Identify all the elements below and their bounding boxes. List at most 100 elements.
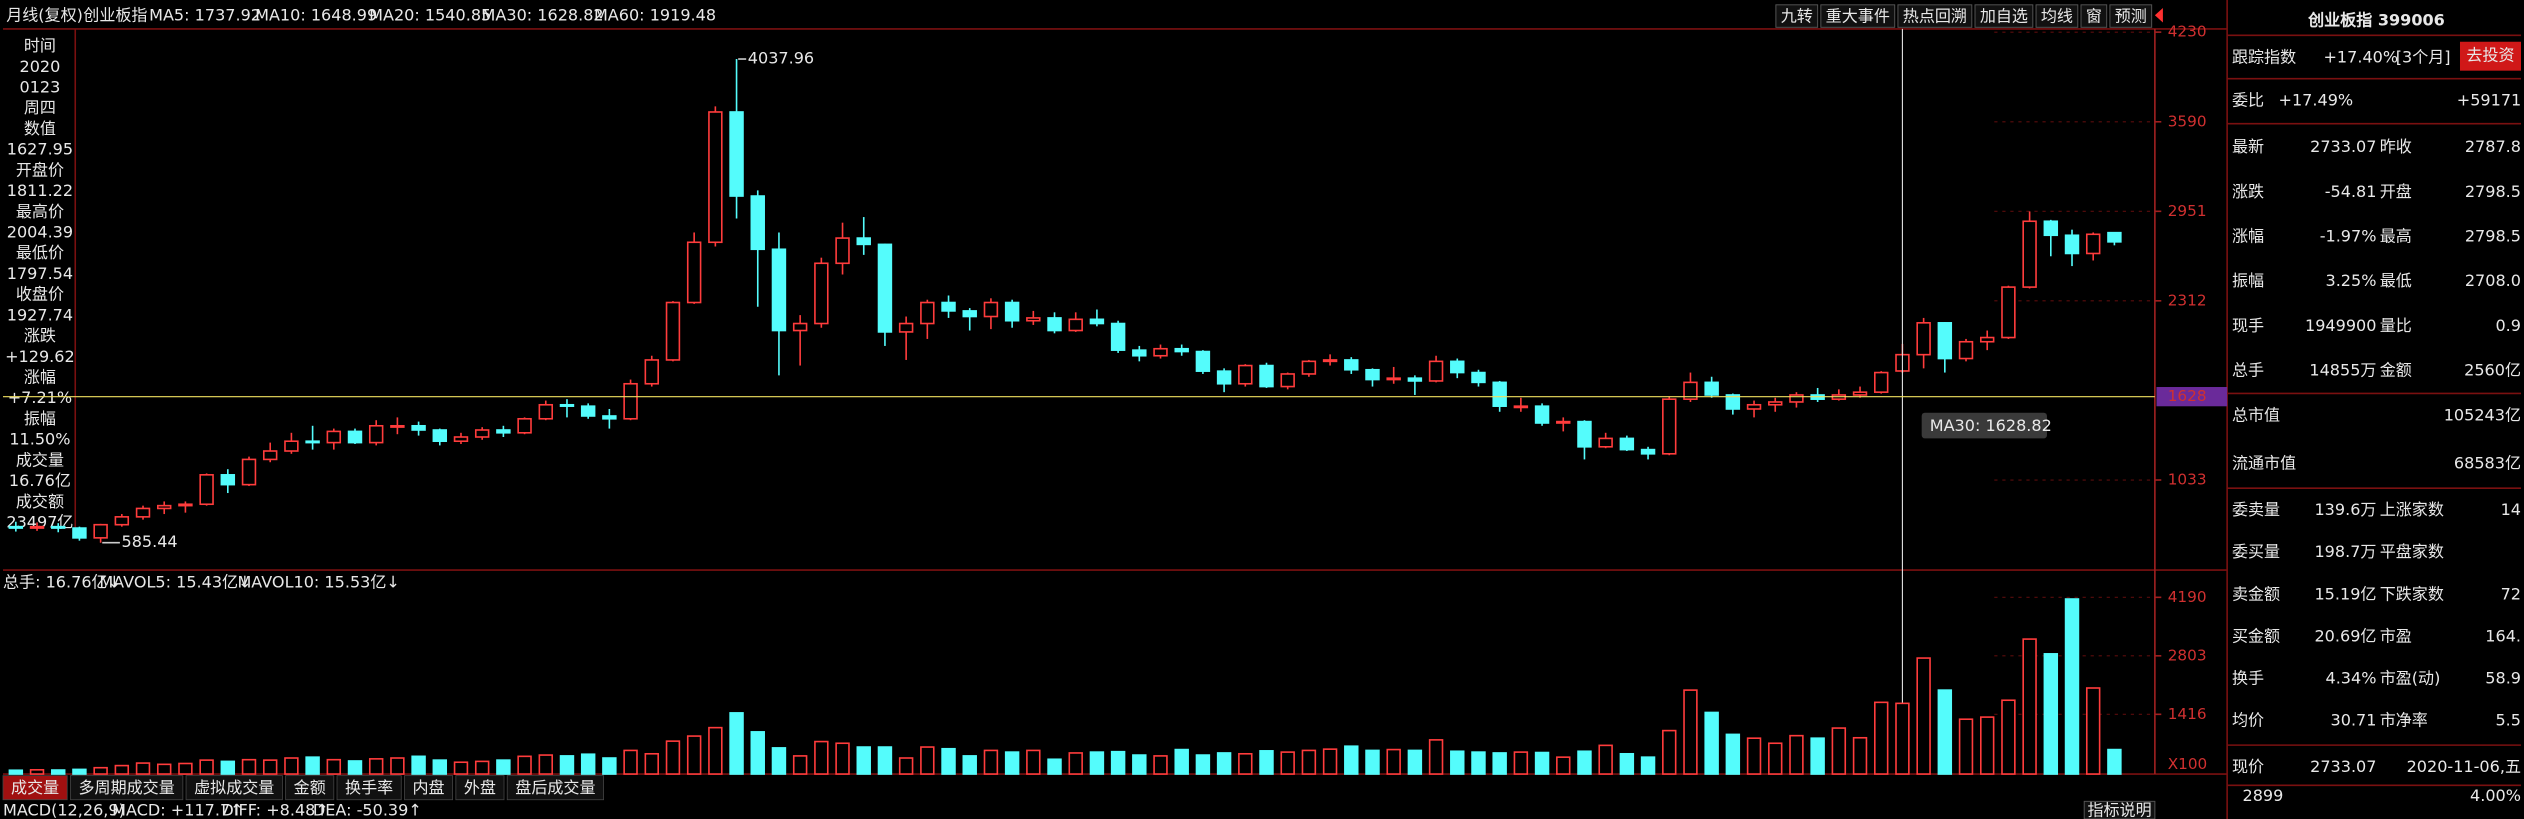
candle-body [856, 237, 871, 246]
quote-label: 均价 [2232, 711, 2264, 730]
invest-button-label[interactable]: 去投资 [2466, 46, 2514, 65]
volume-bar [1132, 754, 1147, 775]
quote-label: 涨跌 [2232, 182, 2264, 201]
volume-bar [898, 757, 914, 775]
candle-body [559, 403, 575, 407]
candle-body [1259, 364, 1274, 388]
quote-value: 164. [2485, 626, 2521, 645]
tab-label[interactable]: 虚拟成交量 [194, 778, 274, 797]
volume-bar [835, 742, 850, 775]
candle-body [2001, 286, 2016, 339]
candle-body [1704, 381, 1719, 396]
header-button-label[interactable]: 加自选 [1980, 6, 2028, 25]
quote-value: 198.7万 [2314, 542, 2376, 561]
quote-value: +17.40% [2323, 47, 2398, 66]
candle-body [2107, 231, 2122, 243]
y-tick-label: 2312 [2168, 291, 2207, 309]
volume-bar [1026, 749, 1041, 775]
volume-bar [474, 760, 490, 775]
macd-button[interactable] [2083, 800, 2156, 819]
volume-bar [1725, 733, 1741, 775]
tab[interactable] [70, 775, 184, 801]
volume-bar [1407, 749, 1423, 775]
candle-body [1386, 377, 1401, 381]
tab-label[interactable]: 成交量 [11, 778, 59, 797]
macd-button-label[interactable]: 指标说明 [2087, 800, 2151, 819]
header-button-label[interactable]: 热点回溯 [1903, 6, 1967, 25]
candle-body [1153, 347, 1168, 357]
quote-value: 0.9 [2495, 316, 2521, 335]
quote-footer: 4.00% [2470, 786, 2521, 805]
tab[interactable] [455, 775, 505, 801]
quote-label: 市净率 [2380, 711, 2428, 730]
header-item: 创业板指 [83, 6, 147, 25]
tab[interactable] [336, 775, 402, 801]
info-item: 收盘价 [16, 285, 64, 304]
volume-bar [559, 755, 575, 775]
volume-bar [1768, 742, 1783, 775]
volume-bar [93, 766, 108, 775]
volume-bar [1089, 751, 1105, 775]
tab-label[interactable]: 外盘 [464, 778, 496, 797]
tab[interactable] [285, 775, 335, 801]
quote-value: 58.9 [2485, 668, 2521, 687]
info-item: 11.50% [9, 430, 70, 449]
quote-label: 委比 [2232, 91, 2264, 110]
volume-bar [814, 740, 829, 775]
header-button[interactable] [1775, 4, 1819, 28]
header-button[interactable] [1820, 4, 1896, 28]
header-button-label[interactable]: 窗 [2086, 6, 2102, 25]
header-button-label[interactable]: 重大事件 [1826, 6, 1890, 25]
volume-bar [1174, 748, 1189, 775]
tab-label[interactable]: 金额 [294, 778, 326, 797]
header-button[interactable] [2035, 4, 2079, 28]
tab-label[interactable]: 盘后成交量 [515, 778, 595, 797]
volume-bar [1386, 748, 1401, 775]
tab-label[interactable]: 内盘 [413, 778, 445, 797]
candle-body [941, 301, 956, 312]
quote-value: [3个月] [2396, 47, 2451, 66]
axis-unit: X100 [2168, 755, 2208, 773]
candle-body [2085, 233, 2101, 255]
volume-bar [1810, 737, 1825, 775]
volume-bar [1683, 689, 1698, 775]
candle-body [644, 359, 659, 385]
invest-button[interactable] [2459, 41, 2522, 71]
volume-bar [178, 762, 193, 775]
volume-bar [1344, 745, 1359, 775]
volume-bar [750, 731, 765, 775]
tab-label[interactable]: 换手率 [345, 778, 393, 797]
volume-bar [1704, 711, 1719, 775]
volume-bar [538, 754, 554, 775]
header-button[interactable] [2109, 4, 2153, 28]
quote-label: 流通市值 [2232, 454, 2296, 473]
tab[interactable] [506, 775, 604, 801]
macd-item: DEA: -50.39↑ [313, 800, 422, 819]
volume-bar [1534, 751, 1550, 775]
candle-body [1428, 360, 1444, 382]
quote-value: 139.6万 [2314, 500, 2376, 519]
volume-bar [347, 760, 363, 775]
header-button[interactable] [1897, 4, 1973, 28]
candle-body [156, 504, 172, 510]
quote-value: -54.81 [2325, 182, 2377, 201]
volume-header: MAVOL5: 15.43亿↓ [99, 572, 251, 591]
tab[interactable] [2, 775, 68, 801]
volume-bar [1874, 701, 1889, 775]
header-button-label[interactable]: 均线 [2041, 6, 2073, 25]
candle-body [220, 474, 236, 486]
header-button[interactable] [2080, 4, 2108, 28]
header-button[interactable] [1974, 4, 2034, 28]
candle-body [8, 525, 24, 529]
header-button-label[interactable]: 预测 [2115, 6, 2147, 25]
candle-body [390, 424, 405, 428]
tab[interactable] [404, 775, 454, 801]
tab-label[interactable]: 多周期成交量 [79, 778, 175, 797]
volume-bar [1047, 758, 1062, 775]
candle-body [1979, 336, 1995, 343]
volume-bar [411, 755, 426, 775]
quote-label: 卖金额 [2232, 584, 2280, 603]
header-button-label[interactable]: 九转 [1781, 6, 1813, 25]
tab[interactable] [185, 775, 283, 801]
